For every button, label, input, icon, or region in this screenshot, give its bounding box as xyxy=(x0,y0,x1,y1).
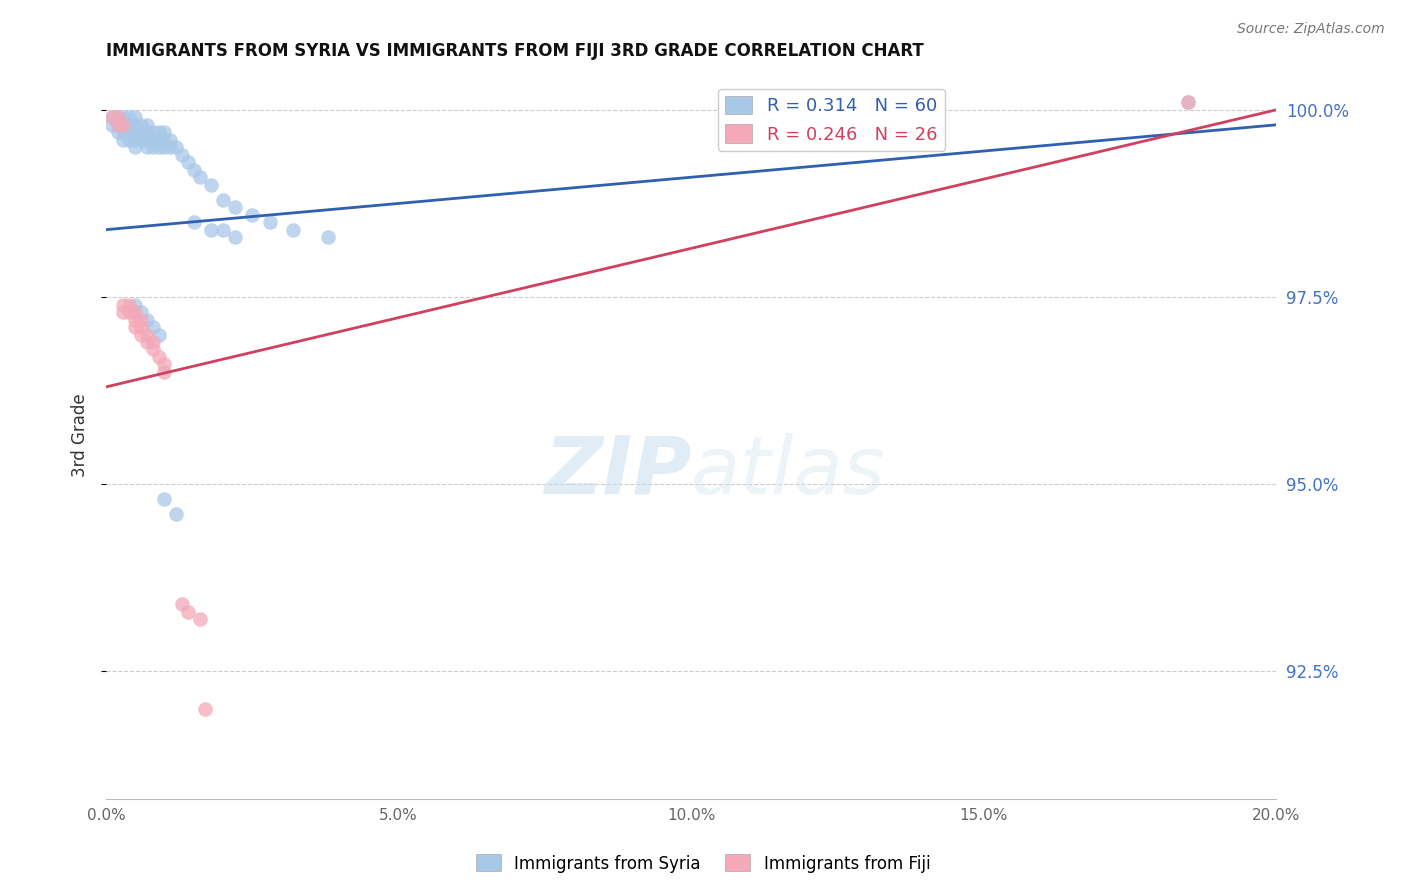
Point xyxy=(148,140,170,154)
Point xyxy=(259,215,281,229)
Y-axis label: 3rd Grade: 3rd Grade xyxy=(72,393,89,477)
Point xyxy=(135,133,157,147)
Point xyxy=(118,125,141,139)
Point xyxy=(129,125,152,139)
Point xyxy=(135,140,157,154)
Point xyxy=(159,140,181,154)
Point xyxy=(142,343,165,357)
Point xyxy=(142,320,165,334)
Point xyxy=(194,702,217,716)
Point xyxy=(124,111,146,125)
Point xyxy=(135,118,157,132)
Point xyxy=(100,111,122,125)
Point xyxy=(124,305,146,319)
Point xyxy=(112,305,135,319)
Point xyxy=(148,133,170,147)
Point xyxy=(153,492,176,507)
Point xyxy=(153,140,176,154)
Point xyxy=(135,334,157,349)
Point xyxy=(107,111,129,125)
Text: Source: ZipAtlas.com: Source: ZipAtlas.com xyxy=(1237,22,1385,37)
Point xyxy=(129,327,152,342)
Text: ZIP: ZIP xyxy=(544,433,690,511)
Point xyxy=(112,118,135,132)
Point xyxy=(107,118,129,132)
Point xyxy=(129,312,152,326)
Point xyxy=(142,125,165,139)
Point xyxy=(112,118,135,132)
Point xyxy=(112,125,135,139)
Point xyxy=(170,597,193,611)
Point xyxy=(100,118,122,132)
Point xyxy=(224,230,246,244)
Point xyxy=(165,507,187,521)
Point xyxy=(177,605,200,619)
Point xyxy=(1177,95,1199,110)
Point xyxy=(135,312,157,326)
Point xyxy=(107,111,129,125)
Point xyxy=(153,125,176,139)
Point xyxy=(165,140,187,154)
Point xyxy=(124,312,146,326)
Point xyxy=(135,327,157,342)
Point xyxy=(112,133,135,147)
Legend: R = 0.314   N = 60, R = 0.246   N = 26: R = 0.314 N = 60, R = 0.246 N = 26 xyxy=(718,88,945,151)
Point xyxy=(224,200,246,214)
Point xyxy=(129,133,152,147)
Point xyxy=(188,612,211,626)
Point xyxy=(281,222,304,236)
Legend: Immigrants from Syria, Immigrants from Fiji: Immigrants from Syria, Immigrants from F… xyxy=(470,847,936,880)
Point xyxy=(153,133,176,147)
Point xyxy=(118,133,141,147)
Point xyxy=(100,111,122,125)
Point xyxy=(148,350,170,364)
Point xyxy=(129,320,152,334)
Point xyxy=(124,320,146,334)
Point xyxy=(240,208,263,222)
Point xyxy=(183,215,205,229)
Point xyxy=(159,133,181,147)
Point xyxy=(124,118,146,132)
Point xyxy=(200,178,222,192)
Point xyxy=(183,162,205,177)
Point xyxy=(142,140,165,154)
Point xyxy=(112,297,135,311)
Point xyxy=(142,133,165,147)
Point xyxy=(118,297,141,311)
Point xyxy=(129,118,152,132)
Point xyxy=(170,148,193,162)
Point xyxy=(316,230,339,244)
Point xyxy=(107,118,129,132)
Point xyxy=(124,125,146,139)
Text: atlas: atlas xyxy=(690,433,886,511)
Point xyxy=(135,125,157,139)
Point xyxy=(142,334,165,349)
Point xyxy=(129,305,152,319)
Point xyxy=(124,297,146,311)
Point xyxy=(124,133,146,147)
Point xyxy=(153,358,176,372)
Point xyxy=(148,327,170,342)
Point xyxy=(153,365,176,379)
Point xyxy=(1177,95,1199,110)
Point xyxy=(124,140,146,154)
Point xyxy=(112,111,135,125)
Point xyxy=(200,222,222,236)
Point xyxy=(188,170,211,185)
Point xyxy=(177,155,200,169)
Point xyxy=(148,125,170,139)
Point xyxy=(118,111,141,125)
Point xyxy=(212,193,235,207)
Point xyxy=(118,118,141,132)
Point xyxy=(107,125,129,139)
Point xyxy=(212,222,235,236)
Text: IMMIGRANTS FROM SYRIA VS IMMIGRANTS FROM FIJI 3RD GRADE CORRELATION CHART: IMMIGRANTS FROM SYRIA VS IMMIGRANTS FROM… xyxy=(105,42,924,60)
Point xyxy=(118,305,141,319)
